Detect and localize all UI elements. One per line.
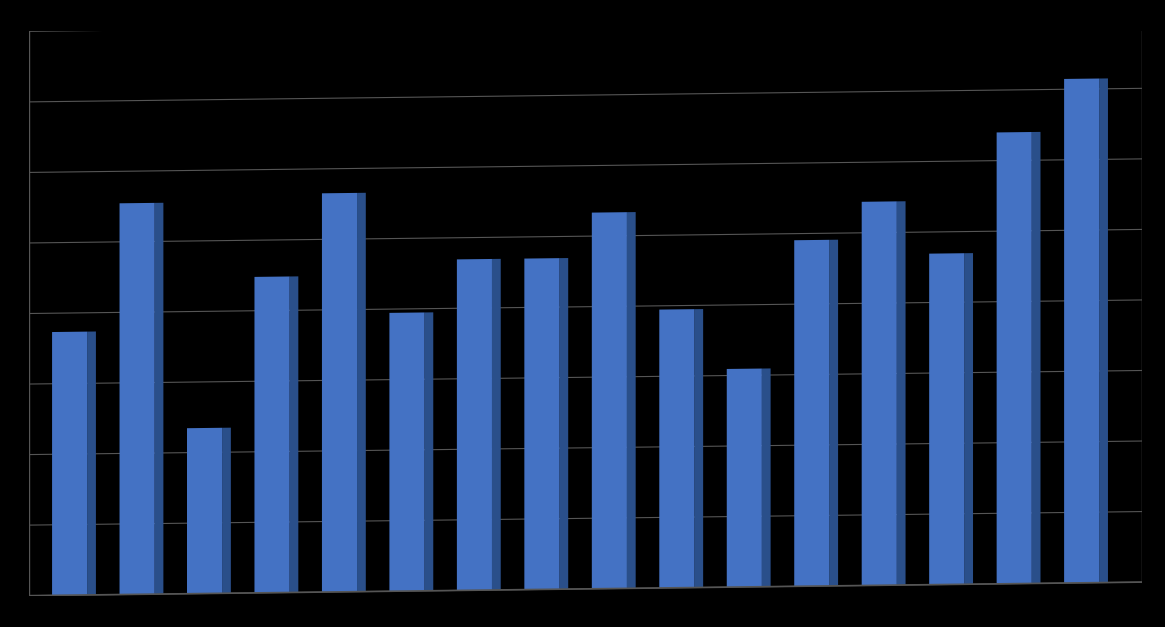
Polygon shape [188, 428, 223, 594]
Polygon shape [424, 312, 433, 591]
Polygon shape [592, 212, 627, 589]
Polygon shape [727, 369, 762, 587]
Polygon shape [223, 428, 231, 593]
Polygon shape [795, 240, 829, 586]
Polygon shape [457, 259, 492, 591]
Polygon shape [322, 193, 356, 592]
Polygon shape [659, 309, 694, 588]
Polygon shape [120, 203, 155, 594]
Polygon shape [524, 258, 559, 589]
Polygon shape [930, 253, 965, 585]
Polygon shape [290, 277, 298, 593]
Polygon shape [897, 201, 905, 585]
Polygon shape [356, 192, 366, 592]
Polygon shape [862, 201, 897, 586]
Polygon shape [389, 312, 424, 591]
Polygon shape [52, 332, 87, 596]
Polygon shape [1100, 78, 1108, 582]
Polygon shape [829, 240, 838, 586]
Polygon shape [965, 253, 973, 584]
Polygon shape [155, 203, 163, 594]
Polygon shape [559, 258, 569, 589]
Polygon shape [762, 369, 770, 587]
Polygon shape [1064, 78, 1100, 583]
Polygon shape [1032, 132, 1040, 584]
Polygon shape [627, 212, 636, 588]
Polygon shape [996, 132, 1032, 584]
Polygon shape [492, 259, 501, 590]
Polygon shape [87, 332, 96, 595]
Polygon shape [694, 309, 704, 587]
Polygon shape [254, 277, 290, 593]
